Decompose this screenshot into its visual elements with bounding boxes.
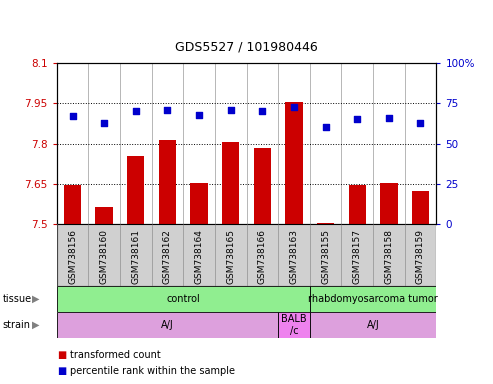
Text: ▶: ▶: [32, 320, 40, 330]
Text: GSM738159: GSM738159: [416, 229, 425, 284]
Point: [385, 115, 393, 121]
Text: BALB
/c: BALB /c: [281, 314, 307, 336]
Bar: [310, 286, 436, 312]
Text: ■: ■: [57, 366, 66, 376]
Text: control: control: [166, 294, 200, 304]
Point: [69, 113, 76, 119]
Text: GSM738161: GSM738161: [131, 229, 141, 284]
Point: [195, 111, 203, 118]
Text: GSM738158: GSM738158: [385, 229, 393, 284]
Bar: [190, 182, 208, 224]
Text: GSM738166: GSM738166: [258, 229, 267, 284]
Point: [227, 107, 235, 113]
Text: GSM738156: GSM738156: [68, 229, 77, 284]
Bar: [412, 190, 429, 224]
Point: [132, 108, 140, 114]
Text: rhabdomyosarcoma tumor: rhabdomyosarcoma tumor: [308, 294, 438, 304]
Bar: [253, 147, 271, 224]
Bar: [57, 312, 278, 338]
Text: strain: strain: [2, 320, 31, 330]
Text: ▶: ▶: [32, 294, 40, 304]
Text: GSM738157: GSM738157: [352, 229, 362, 284]
Point: [321, 124, 329, 131]
Bar: [380, 182, 397, 224]
Point: [258, 108, 266, 114]
Text: percentile rank within the sample: percentile rank within the sample: [70, 366, 236, 376]
Text: GSM738165: GSM738165: [226, 229, 235, 284]
Bar: [222, 142, 240, 224]
Point: [353, 116, 361, 122]
Bar: [57, 286, 310, 312]
Bar: [310, 312, 436, 338]
Text: A/J: A/J: [367, 320, 380, 330]
Text: GSM738164: GSM738164: [195, 229, 204, 284]
Text: GSM738155: GSM738155: [321, 229, 330, 284]
Bar: [349, 185, 366, 224]
Bar: [159, 139, 176, 224]
Text: transformed count: transformed count: [70, 350, 161, 360]
Bar: [127, 156, 144, 224]
Point: [290, 103, 298, 109]
Text: GSM738162: GSM738162: [163, 229, 172, 284]
Text: ■: ■: [57, 350, 66, 360]
Point: [417, 119, 424, 126]
Text: GSM738160: GSM738160: [100, 229, 108, 284]
Point: [164, 107, 172, 113]
Point: [100, 119, 108, 126]
Bar: [317, 223, 334, 224]
Bar: [278, 312, 310, 338]
Text: A/J: A/J: [161, 320, 174, 330]
Bar: [64, 185, 81, 224]
Text: GSM738163: GSM738163: [289, 229, 298, 284]
Bar: [96, 207, 113, 224]
Bar: [285, 102, 303, 224]
Text: tissue: tissue: [2, 294, 32, 304]
Text: GDS5527 / 101980446: GDS5527 / 101980446: [175, 40, 318, 53]
